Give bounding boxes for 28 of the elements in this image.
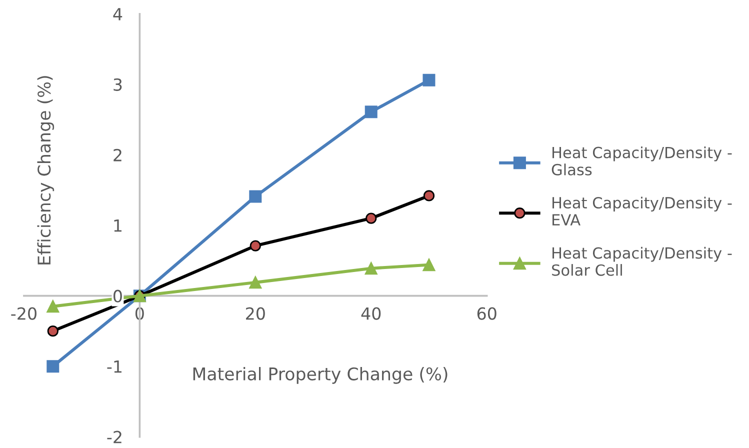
y-tick-label: 2 (114, 148, 122, 162)
point (47, 326, 58, 337)
y-tick-label: 3 (114, 78, 122, 91)
x-tick-label: 60 (477, 307, 496, 320)
y-tick-label: 1 (114, 220, 122, 232)
point (364, 262, 378, 275)
x-tick-label: 40 (361, 307, 381, 320)
point (422, 74, 436, 86)
y-tick-label: -2 (107, 430, 122, 444)
y-tick-label: 4 (113, 8, 122, 20)
point (46, 360, 60, 373)
point (250, 240, 261, 252)
x-tick-label: -20 (11, 307, 36, 320)
point (364, 106, 378, 118)
x-axis-title: Material Property Change (%) (193, 367, 448, 384)
y-tick-label: -1 (107, 360, 122, 373)
legend-label: Heat Capacity/Density - EVA (552, 196, 732, 226)
point (249, 190, 262, 203)
point (249, 276, 262, 289)
y-axis-title: Efficiency Change (%) (37, 76, 54, 264)
point (423, 190, 435, 202)
point (422, 258, 436, 272)
x-tick-label: 20 (246, 307, 265, 320)
point (46, 300, 60, 313)
y-tick-label: 0 (114, 290, 122, 302)
point (366, 212, 377, 224)
legend-label: Heat Capacity/Density - Glass (552, 146, 732, 176)
legend-label: Heat Capacity/Density - Solar Cell (552, 246, 732, 276)
